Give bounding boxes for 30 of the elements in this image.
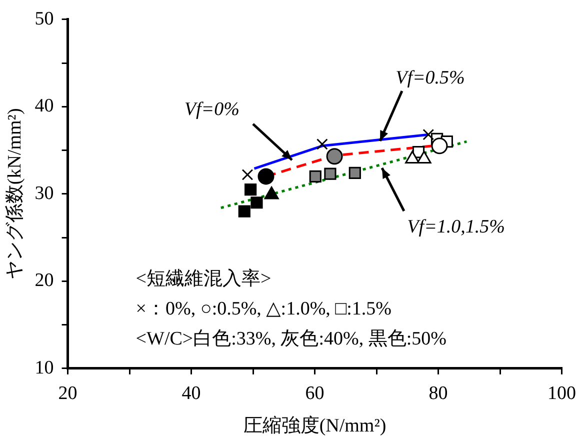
- x-axis-title: 圧縮強度(N/mm²): [243, 414, 386, 437]
- point: [238, 205, 250, 218]
- point: [309, 170, 322, 183]
- annotation: Vf=1.0,1.5%: [407, 216, 505, 238]
- y-tick-label: 50: [34, 8, 54, 30]
- point: [258, 168, 274, 185]
- x-tick-label: 60: [305, 382, 324, 404]
- point: [316, 138, 328, 150]
- y-tick-label: 20: [34, 270, 54, 292]
- annotation: ×：0%, ○:0.5%, △:1.0%, □:1.5%: [136, 298, 392, 320]
- y-tick-label: 30: [34, 182, 54, 204]
- annotation: Vf=0%: [184, 98, 240, 120]
- point: [348, 166, 361, 180]
- y-axis-title: ヤング係数(kN/mm²): [4, 108, 26, 280]
- x-tick-label: 100: [548, 382, 576, 404]
- annotation: <短繊維混入率>: [136, 267, 272, 290]
- y-tick-label: 40: [34, 96, 54, 117]
- point: [422, 128, 434, 140]
- point: [242, 169, 254, 180]
- annotation: Vf=0.5%: [396, 68, 465, 89]
- annotation: <W/C>白色:33%, 灰色:40%, 黒色:50%: [136, 328, 447, 350]
- point: [431, 138, 448, 154]
- point: [326, 148, 343, 165]
- x-tick-label: 20: [58, 382, 78, 404]
- point: [324, 168, 336, 180]
- y-tick-label: 10: [34, 357, 54, 378]
- point: [244, 183, 257, 196]
- x-tick-label: 40: [182, 382, 201, 404]
- x-tick-label: 80: [428, 382, 448, 404]
- point: [250, 196, 263, 209]
